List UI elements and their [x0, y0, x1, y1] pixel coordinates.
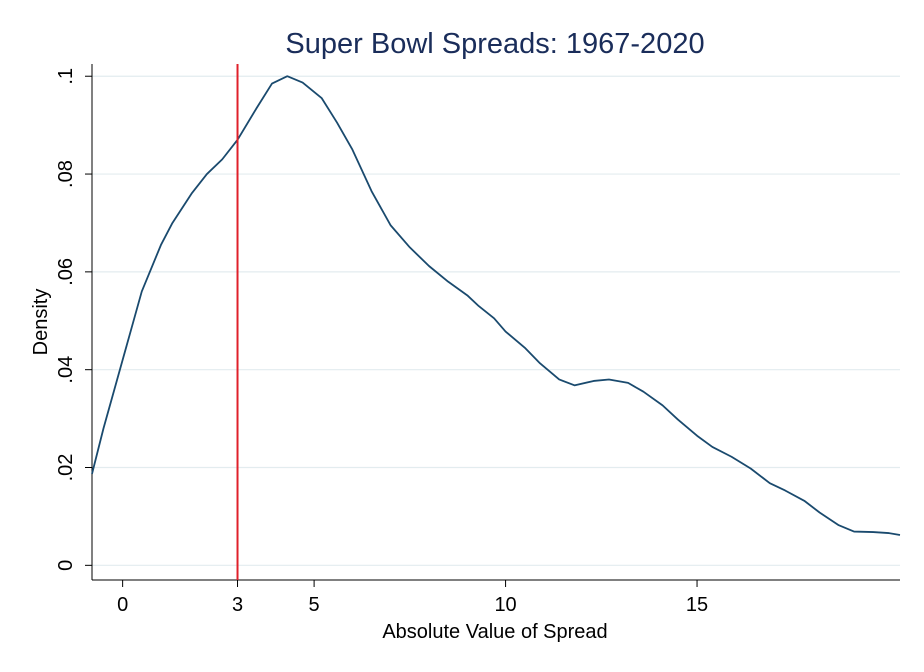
- y-tick-label-3: .06: [55, 258, 77, 286]
- x-tick-label-4: 15: [686, 594, 708, 616]
- x-axis-ticks: 0 3 5 10 15: [117, 580, 708, 616]
- chart-title: Super Bowl Spreads: 1967-2020: [285, 28, 704, 60]
- y-tick-label-5: .1: [55, 68, 77, 85]
- x-tick-label-2: 5: [309, 594, 320, 616]
- y-tick-label-4: .08: [55, 160, 77, 188]
- x-tick-label-0: 0: [117, 594, 128, 616]
- y-axis-label: Density: [30, 289, 52, 356]
- x-tick-label-3: 10: [494, 594, 516, 616]
- x-axis-label: Absolute Value of Spread: [382, 621, 607, 643]
- x-tick-label-1: 3: [232, 594, 243, 616]
- gridlines: [92, 75, 900, 566]
- y-tick-label-0: 0: [55, 560, 77, 571]
- y-tick-label-1: .02: [55, 454, 77, 482]
- density-curve: [91, 75, 901, 536]
- y-tick-label-2: .04: [55, 356, 77, 384]
- y-axis-ticks: 0 .02 .04 .06 .08 .1: [55, 68, 92, 571]
